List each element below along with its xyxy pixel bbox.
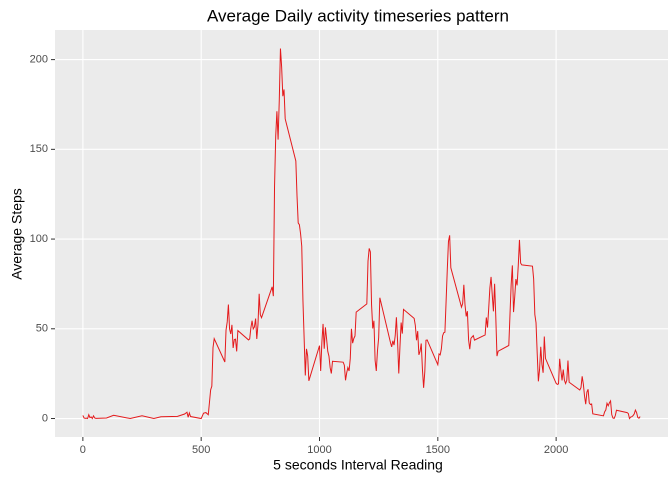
chart-title: Average Daily activity timeseries patter… — [207, 6, 509, 25]
y-axis-title: Average Steps — [9, 188, 25, 280]
x-tick-label: 0 — [80, 444, 86, 456]
y-tick-label: 100 — [30, 233, 48, 245]
y-tick-label: 200 — [30, 54, 48, 66]
x-tick-label: 1500 — [426, 444, 450, 456]
x-tick-label: 1000 — [307, 444, 331, 456]
x-axis-title: 5 seconds Interval Reading — [273, 457, 443, 473]
plot-panel — [55, 30, 668, 437]
x-tick-label: 2000 — [544, 444, 568, 456]
y-tick-label: 50 — [36, 323, 48, 335]
x-tick-label: 500 — [192, 444, 210, 456]
line-series — [82, 48, 641, 420]
y-tick-label: 0 — [42, 412, 48, 424]
y-tick-label: 150 — [30, 143, 48, 155]
